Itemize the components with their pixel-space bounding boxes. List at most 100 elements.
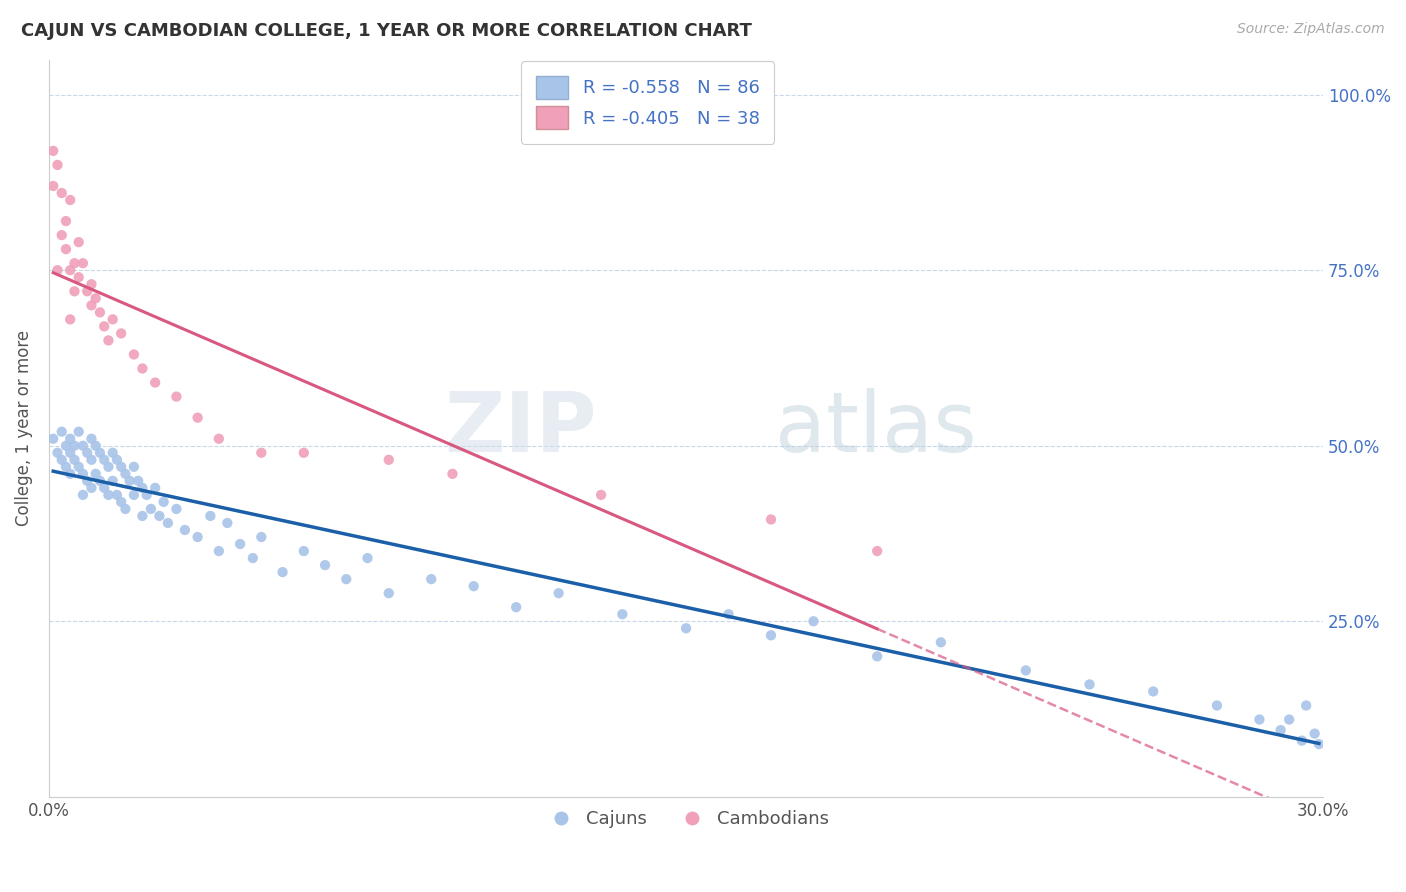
Point bbox=[187, 410, 209, 425]
Point bbox=[127, 474, 149, 488]
Point bbox=[105, 452, 128, 467]
Point bbox=[67, 425, 90, 439]
Point bbox=[1303, 726, 1326, 740]
Point bbox=[110, 495, 132, 509]
Point bbox=[101, 474, 124, 488]
Point bbox=[1270, 723, 1292, 737]
Point bbox=[67, 235, 90, 249]
Point bbox=[148, 508, 170, 523]
Point bbox=[356, 551, 378, 566]
Point bbox=[97, 334, 120, 348]
Point bbox=[89, 446, 111, 460]
Point bbox=[89, 474, 111, 488]
Text: Source: ZipAtlas.com: Source: ZipAtlas.com bbox=[1237, 22, 1385, 37]
Point bbox=[314, 558, 336, 573]
Point bbox=[612, 607, 634, 622]
Point bbox=[591, 488, 613, 502]
Point bbox=[139, 502, 162, 516]
Point bbox=[271, 565, 294, 579]
Point bbox=[80, 298, 103, 312]
Point bbox=[335, 572, 357, 586]
Point bbox=[72, 488, 94, 502]
Point bbox=[118, 474, 141, 488]
Text: CAJUN VS CAMBODIAN COLLEGE, 1 YEAR OR MORE CORRELATION CHART: CAJUN VS CAMBODIAN COLLEGE, 1 YEAR OR MO… bbox=[21, 22, 752, 40]
Point bbox=[1295, 698, 1317, 713]
Point bbox=[42, 432, 65, 446]
Point bbox=[1015, 664, 1038, 678]
Point bbox=[143, 376, 166, 390]
Point bbox=[165, 390, 187, 404]
Point bbox=[89, 305, 111, 319]
Point bbox=[1206, 698, 1229, 713]
Point bbox=[122, 488, 145, 502]
Point bbox=[72, 256, 94, 270]
Point bbox=[93, 452, 115, 467]
Point bbox=[101, 446, 124, 460]
Point bbox=[59, 263, 82, 277]
Point bbox=[114, 467, 136, 481]
Point bbox=[759, 628, 782, 642]
Point bbox=[1278, 713, 1301, 727]
Point bbox=[55, 459, 77, 474]
Point bbox=[217, 516, 239, 530]
Point bbox=[59, 446, 82, 460]
Point bbox=[59, 312, 82, 326]
Point bbox=[122, 347, 145, 361]
Point bbox=[55, 439, 77, 453]
Point bbox=[80, 277, 103, 292]
Point bbox=[63, 439, 86, 453]
Point bbox=[208, 544, 231, 558]
Legend: Cajuns, Cambodians: Cajuns, Cambodians bbox=[536, 803, 837, 836]
Point bbox=[292, 544, 315, 558]
Point bbox=[84, 467, 107, 481]
Point bbox=[46, 263, 69, 277]
Point bbox=[759, 512, 782, 526]
Point bbox=[51, 425, 73, 439]
Point bbox=[165, 502, 187, 516]
Point bbox=[547, 586, 569, 600]
Point bbox=[110, 326, 132, 341]
Point bbox=[105, 488, 128, 502]
Point bbox=[143, 481, 166, 495]
Point bbox=[67, 270, 90, 285]
Y-axis label: College, 1 year or more: College, 1 year or more bbox=[15, 330, 32, 526]
Point bbox=[866, 544, 889, 558]
Point bbox=[114, 502, 136, 516]
Point bbox=[200, 508, 222, 523]
Point bbox=[1249, 713, 1271, 727]
Point bbox=[229, 537, 252, 551]
Point bbox=[76, 446, 98, 460]
Point bbox=[717, 607, 740, 622]
Point bbox=[55, 214, 77, 228]
Point bbox=[80, 432, 103, 446]
Point bbox=[93, 319, 115, 334]
Point bbox=[101, 312, 124, 326]
Point bbox=[97, 459, 120, 474]
Point bbox=[1291, 733, 1313, 747]
Point bbox=[59, 467, 82, 481]
Point bbox=[441, 467, 464, 481]
Point bbox=[866, 649, 889, 664]
Point bbox=[51, 452, 73, 467]
Point bbox=[292, 446, 315, 460]
Point bbox=[51, 186, 73, 200]
Point bbox=[42, 178, 65, 193]
Point bbox=[463, 579, 485, 593]
Point bbox=[929, 635, 952, 649]
Point bbox=[242, 551, 264, 566]
Point bbox=[46, 158, 69, 172]
Point bbox=[110, 459, 132, 474]
Point bbox=[1142, 684, 1164, 698]
Point bbox=[1078, 677, 1101, 691]
Point bbox=[67, 459, 90, 474]
Point bbox=[152, 495, 174, 509]
Point bbox=[803, 614, 825, 628]
Point bbox=[173, 523, 195, 537]
Point bbox=[80, 452, 103, 467]
Point bbox=[187, 530, 209, 544]
Point bbox=[84, 291, 107, 305]
Point bbox=[72, 467, 94, 481]
Point bbox=[76, 474, 98, 488]
Point bbox=[46, 446, 69, 460]
Point bbox=[250, 530, 273, 544]
